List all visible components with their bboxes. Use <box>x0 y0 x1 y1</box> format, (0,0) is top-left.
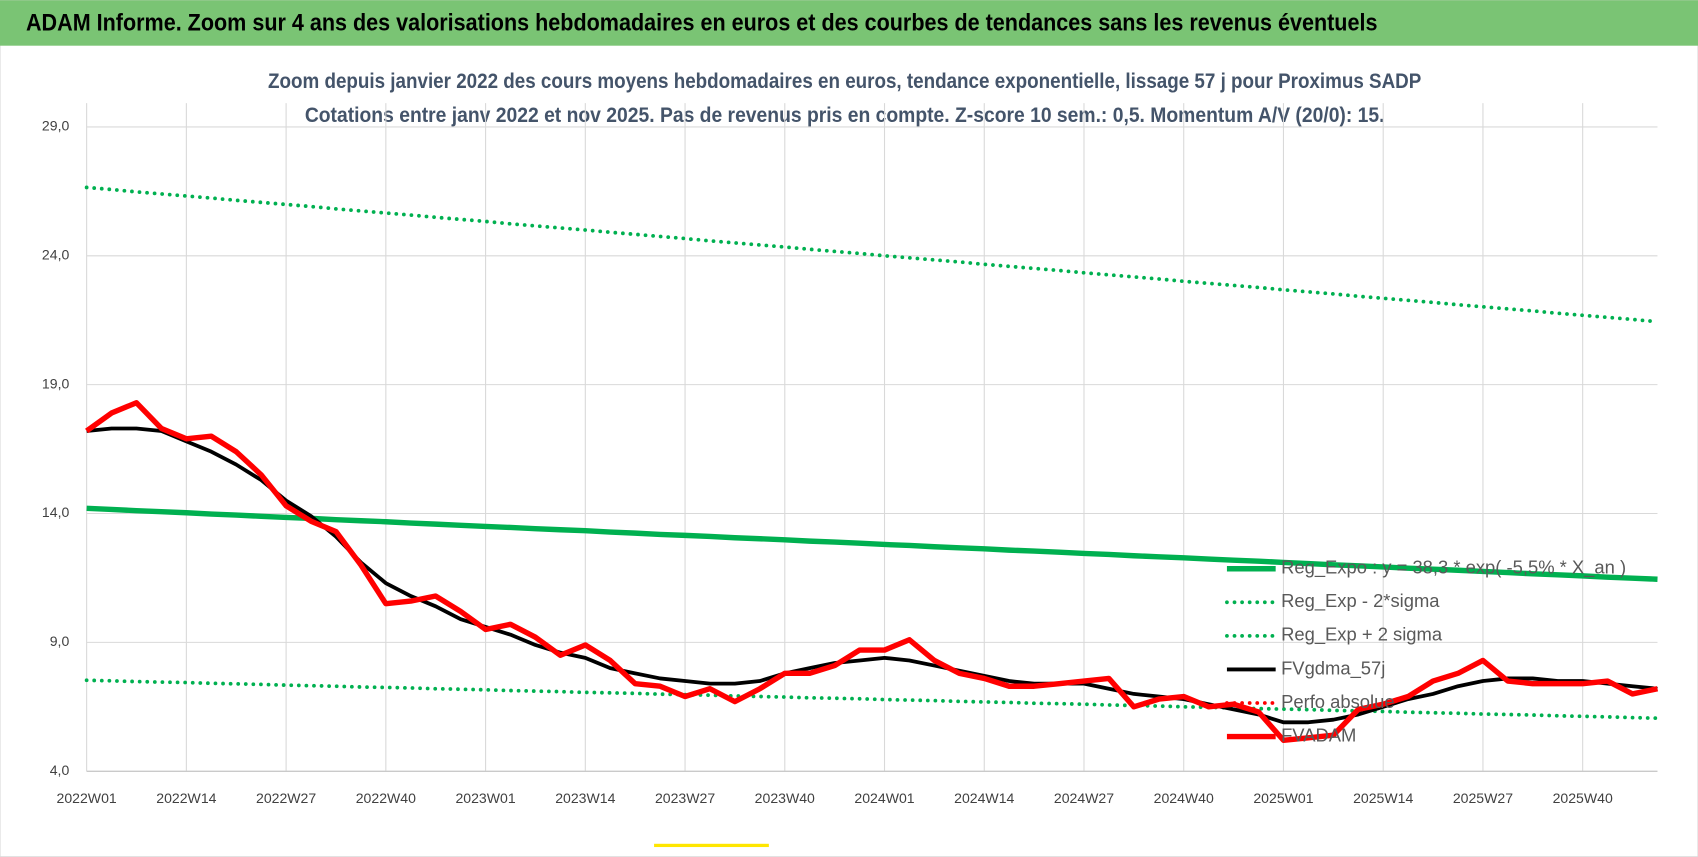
x-tick-label: 2024W14 <box>954 790 1014 806</box>
x-tick-label: 2024W27 <box>1054 790 1114 806</box>
y-tick-label: 24,0 <box>42 246 70 262</box>
x-tick-label: 2022W01 <box>57 790 117 806</box>
y-tick-label: 4,0 <box>50 762 70 778</box>
x-tick-label: 2023W01 <box>455 790 515 806</box>
y-tick-label: 29,0 <box>42 118 70 134</box>
x-tick-label: 2024W01 <box>854 790 914 806</box>
legend-label: Reg_Exp - 2*sigma <box>1281 590 1440 612</box>
x-tick-label: 2022W40 <box>356 790 416 806</box>
page-title: ADAM Informe. Zoom sur 4 ans des valoris… <box>26 9 1377 36</box>
header-band <box>0 0 1698 46</box>
x-tick-label: 2023W14 <box>555 790 615 806</box>
y-tick-label: 14,0 <box>42 504 70 520</box>
legend-label: Reg_Exp + 2 sigma <box>1281 624 1443 646</box>
legend-label: FVgdma_57j <box>1281 657 1385 679</box>
series-line <box>85 400 1659 743</box>
x-tick-label: 2025W40 <box>1553 790 1613 806</box>
chart-subtitle: Cotations entre janv 2022 et nov 2025. P… <box>305 102 1385 127</box>
x-tick-label: 2023W27 <box>655 790 715 806</box>
y-tick-label: 19,0 <box>42 375 70 391</box>
chart-title: Zoom depuis janvier 2022 des cours moyen… <box>268 68 1421 93</box>
y-tick-label: 9,0 <box>50 633 70 649</box>
x-tick-label: 2025W01 <box>1253 790 1313 806</box>
series-line <box>84 185 1660 324</box>
x-tick-label: 2024W40 <box>1154 790 1214 806</box>
series-line <box>86 505 1658 582</box>
legend-label: Reg_Expo : y = 38,3 * exp( -5,5% * X_an … <box>1281 557 1626 579</box>
legend-label: Perfo absolue <box>1281 691 1395 712</box>
x-tick-label: 2023W40 <box>755 790 815 806</box>
x-tick-label: 2022W14 <box>156 790 216 806</box>
legend-label: FVADAM <box>1281 724 1356 745</box>
x-tick-label: 2025W27 <box>1453 790 1513 806</box>
x-tick-label: 2025W14 <box>1353 790 1413 806</box>
x-tick-label: 2022W27 <box>256 790 316 806</box>
decor <box>654 843 769 848</box>
